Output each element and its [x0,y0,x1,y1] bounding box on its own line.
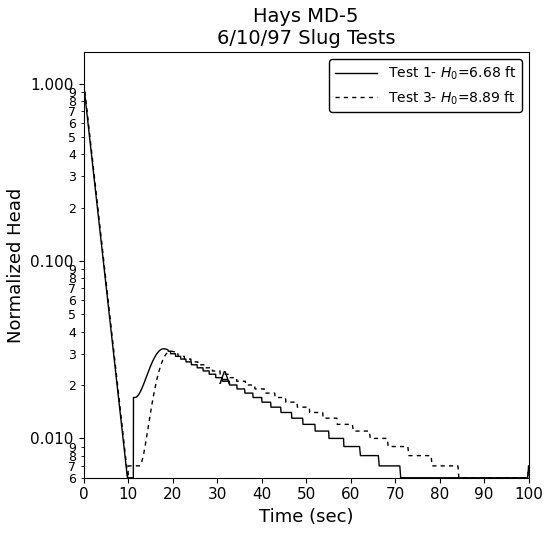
Text: A: A [219,370,230,389]
Test 1- $H_0$=6.68 ft [416,474,423,481]
Legend: Test 1- $H_0$=6.68 ft, Test 3- $H_0$=8.89 ft: Test 1- $H_0$=6.68 ft, Test 3- $H_0$=8.8… [329,59,521,112]
Title: Hays MD-5
6/10/97 Slug Tests: Hays MD-5 6/10/97 Slug Tests [217,7,395,48]
Test 3- $H_0$=8.89 ft [116,401,123,407]
Test 3- $H_0$=8.89 ft [170,349,177,355]
Test 1- $H_0$=6.68 ft [225,378,232,384]
Line: Test 3- $H_0$=8.89 ft: Test 3- $H_0$=8.89 ft [84,84,529,478]
Test 3- $H_0$=8.89 ft [525,463,532,469]
Test 1- $H_0$=6.68 ft [124,474,131,481]
Y-axis label: Normalized Head: Normalized Head [7,188,25,343]
Test 1- $H_0$=6.68 ft [170,351,177,357]
Test 3- $H_0$=8.89 ft [225,375,232,381]
Line: Test 1- $H_0$=6.68 ft: Test 1- $H_0$=6.68 ft [84,84,529,478]
Test 3- $H_0$=8.89 ft [80,80,87,87]
Test 1- $H_0$=6.68 ft [525,463,532,469]
Test 3- $H_0$=8.89 ft [188,356,194,362]
Test 1- $H_0$=6.68 ft [128,474,135,481]
Test 1- $H_0$=6.68 ft [116,405,123,411]
Test 1- $H_0$=6.68 ft [80,80,87,87]
Test 3- $H_0$=8.89 ft [128,463,135,469]
Test 1- $H_0$=6.68 ft [188,359,194,365]
X-axis label: Time (sec): Time (sec) [259,508,353,526]
Test 3- $H_0$=8.89 ft [416,453,423,459]
Test 3- $H_0$=8.89 ft [125,474,131,481]
